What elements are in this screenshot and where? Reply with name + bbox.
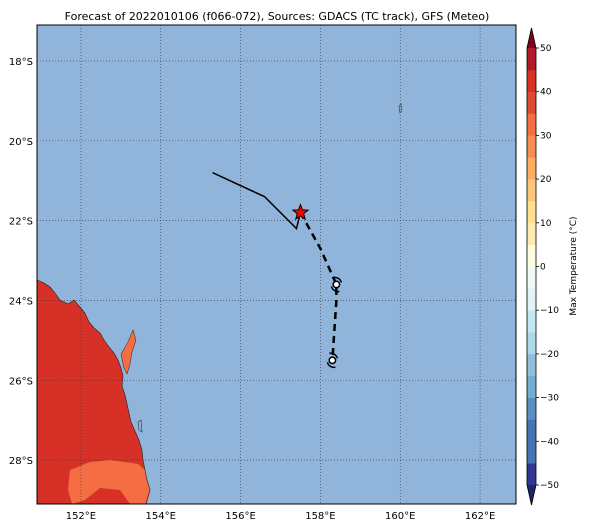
lon-tick-labels: 152°E 154°E 156°E 158°E 160°E 162°E [66, 511, 496, 522]
colorbar-band [527, 288, 536, 311]
colorbar-tick-label: 0 [540, 263, 546, 273]
cyclone-track [212, 172, 343, 369]
small-island-east [398, 103, 403, 114]
colorbar-band [527, 222, 536, 245]
figure-title: Forecast of 2022010106 (f066-072), Sourc… [65, 10, 490, 23]
current-position-star-icon [291, 203, 310, 221]
colorbar: 50 40 30 20 10 0 −10 −20 −30 −40 −50 Max Temperatu… [526, 27, 579, 506]
colorbar-band [527, 135, 536, 158]
map-frame [36, 24, 517, 505]
land-australia [37, 280, 150, 504]
colorbar-tick-label: 50 [540, 44, 552, 54]
coastline [37, 279, 151, 504]
colorbar-tick-label: 10 [540, 219, 552, 229]
lat-tick-labels: 18°S 20°S 22°S 24°S 26°S 28°S [9, 57, 33, 467]
colorbar-tick-label: −30 [540, 394, 559, 404]
colorbar-band [527, 463, 536, 486]
colorbar-tick-label: 30 [540, 131, 552, 141]
lon-tick-label: 162°E [465, 511, 495, 522]
island-outline [120, 329, 137, 375]
colorbar-band [527, 397, 536, 420]
cyclone-arm [326, 362, 336, 369]
colorbar-band [527, 353, 536, 377]
colorbar-band [527, 375, 536, 398]
land-island [121, 330, 136, 374]
colorbar-tick-label: −20 [540, 350, 559, 360]
cyclone-symbol-icon [332, 280, 341, 289]
cyclone-arm [333, 276, 343, 283]
lon-tick-label: 152°E [66, 511, 96, 522]
lon-tick-label: 154°E [146, 511, 176, 522]
colorbar-tick-label: −40 [540, 437, 559, 447]
lat-tick-label: 22°S [9, 217, 33, 228]
colorbar-band [527, 157, 536, 180]
cyclone-arm [329, 352, 339, 359]
colorbar-band [527, 244, 536, 267]
cyclone-arm [330, 286, 340, 293]
colorbar-band [527, 266, 536, 289]
lat-tick-label: 26°S [9, 376, 33, 387]
colorbar-tick-label: 20 [540, 175, 552, 185]
colorbar-band [527, 91, 536, 114]
lat-tick-label: 28°S [9, 456, 33, 467]
colorbar-band [527, 419, 536, 442]
lon-tick-label: 158°E [305, 511, 335, 522]
colorbar-extend-low [527, 485, 536, 505]
land-layer [37, 103, 403, 504]
past-track [212, 172, 302, 231]
forecast-track [299, 212, 338, 361]
colorbar-band [527, 113, 536, 136]
colorbar-band [527, 179, 536, 202]
cyclone-symbol-icon [328, 356, 337, 365]
colorbar-band [527, 200, 536, 224]
map-panel: 152°E 154°E 156°E 158°E 160°E 162°E 18°S 20°S 2… [9, 24, 517, 522]
colorbar-band [527, 441, 536, 464]
lon-tick-label: 160°E [385, 511, 415, 522]
colorbar-band [527, 310, 536, 333]
colorbar-extend-high [527, 28, 536, 48]
lon-tick-label: 156°E [225, 511, 255, 522]
colorbar-band [527, 332, 536, 355]
lat-tick-label: 20°S [9, 137, 33, 148]
lat-tick-label: 18°S [9, 57, 33, 68]
lat-tick-label: 24°S [9, 296, 33, 307]
land-coast-warm [68, 460, 150, 504]
graticule [37, 25, 516, 504]
colorbar-tick-label: −50 [540, 481, 559, 491]
colorbar-tick-label: 40 [540, 88, 552, 98]
colorbar-band [527, 69, 536, 92]
colorbar-band [527, 48, 536, 71]
colorbar-label: Max Temperature (°C) [569, 216, 579, 315]
colorbar-tick-label: −10 [540, 306, 559, 316]
small-island-coast [137, 419, 143, 433]
